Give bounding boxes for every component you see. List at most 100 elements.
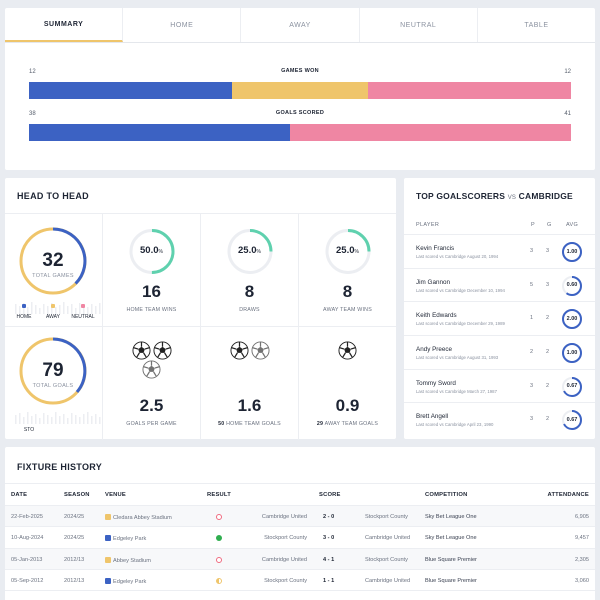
total-goals-label: TOTAL GOALS [32,383,74,389]
player-name[interactable]: Keith Edwards [416,312,457,320]
fixture-score: 1 - 1 [323,577,335,584]
fixture-venue[interactable]: Cledara Abbey Stadium [105,514,172,521]
fixture-venue-name: Abbey Stadium [113,557,151,564]
fixture-date: 05-Jan-2013 [11,556,43,563]
goalscorer-row[interactable]: Brett Angell Last scored vs Cambridge Apr… [404,402,595,436]
goals-scored-home-value: 38 [29,111,36,117]
tab-table[interactable]: TABLE [524,21,549,29]
goalscorer-row[interactable]: Jim Gannon Last scored vs Cambridge Decem… [404,267,595,302]
tab-away[interactable]: AWAY [241,8,360,42]
player-played: 3 [530,248,534,254]
player-average: 2.00 [566,315,578,322]
fixture-row[interactable]: 05-Jan-2013 2012/13 Abbey Stadium Cambridge… [5,548,595,570]
away-goals-balls [299,341,396,360]
fixture-table: DATE SEASON VENUE RESULT SCORE COMPETITI… [5,483,595,592]
tab-home[interactable]: HOME [123,8,242,42]
player-last-scored: Last scored vs Cambridge August 20, 1994 [416,254,499,259]
player-average-ring: 1.00 [561,342,583,364]
player-last-scored: Last scored vs Cambridge December 29, 19… [416,321,505,327]
fixture-score: 4 - 1 [323,556,335,563]
draws-percent-sign: % [256,249,261,255]
date-header: DATE [11,492,28,498]
goals-per-game-balls [103,341,200,379]
legend-away: AWAY [39,304,67,320]
away-wins-percent-value: 25.0 [336,245,355,256]
goals-scored-label: GOALS SCORED [275,110,325,116]
fixture-venue[interactable]: Edgeley Park [105,535,146,542]
g-column-header: G [547,222,552,228]
away-goals-label-line: 29 AWAY TEAM GOALS [299,421,396,427]
goalscorer-row[interactable]: Kevin Francis Last scored vs Cambridge Au… [404,234,595,268]
tab-summary[interactable]: SUMMARY [5,8,124,42]
fixture-competition: Blue Square Premier [425,577,477,584]
tab-neutral[interactable]: NEUTRAL [360,8,478,42]
fixture-row[interactable]: 10-Aug-2024 2024/25 Edgeley Park Stockport … [5,527,595,549]
player-average-ring: 2.00 [561,308,583,330]
player-average: 1.00 [566,349,578,356]
goalscorer-row[interactable]: Keith Edwards Last scored vs Cambridge De… [404,301,595,335]
games-won-home-value: 12 [29,69,36,75]
fixture-row[interactable]: 22-Feb-2025 2024/25 Cledara Abbey Stadium C… [5,506,595,528]
legend-away-swatch [51,304,55,308]
football-icon [229,341,249,360]
home-wins-percent: 50.0% [103,245,200,256]
fixture-attendance: 2,305 [575,556,589,563]
player-name[interactable]: Andy Preece [416,346,453,354]
away-goals-value: 0.9 [335,396,360,415]
fixture-season: 2024/25 [64,514,85,520]
draws-ring [227,229,272,274]
player-goals: 2 [546,416,550,423]
player-goals: 3 [546,248,550,254]
away-wins-value: 8 [342,282,353,301]
games-won-away-segment [367,82,571,99]
total-goals-cell: 79 TOTAL GOALS STO [5,327,103,440]
home-goals-label: HOME TEAM GOALS [226,421,281,427]
player-goals: 2 [546,382,550,389]
fixture-venue[interactable]: Abbey Stadium [105,556,151,564]
home-goals-balls [201,341,298,360]
player-name[interactable]: Kevin Francis [416,245,455,252]
goalscorers-opponent: CAMBRIDGE [518,191,573,201]
player-goals: 2 [546,349,550,356]
home-goals-value: 1.6 [237,396,262,415]
football-icon [152,341,172,360]
player-average-ring: 0.67 [561,409,583,431]
goals-sparkline [15,412,101,424]
head-to-head-title: HEAD TO HEAD [17,191,89,201]
away-goals-label: AWAY TEAM GOALS [324,421,379,427]
head-to-head-card: HEAD TO HEAD 32 TOTAL GAMES HOME AWAY NE… [5,178,396,440]
games-won-away-value: 12 [564,69,571,75]
player-name[interactable]: Tommy Sword [416,379,456,387]
fixture-home-team: Stockport County [264,535,307,542]
fixture-row[interactable]: 05-Sep-2012 2012/13 Edgeley Park Stockport … [5,570,595,592]
goalscorer-row[interactable]: Tommy Sword Last scored vs Cambridge Marc… [404,368,595,403]
games-won-label: GAMES WON [281,68,319,74]
fixture-score: 2 - 0 [323,514,335,520]
goalscorers-title: TOP GOALSCORERS VS CAMBRIDGE [416,191,573,201]
fixture-date: 22-Feb-2025 [11,514,44,520]
fixture-venue[interactable]: Edgeley Park [105,577,146,585]
away-wins-label: AWAY TEAM WINS [323,307,372,313]
competition-header: COMPETITION [425,492,468,498]
legend-neutral-label: NEUTRAL [71,314,95,320]
sto-label: STO [23,427,35,433]
result-header: RESULT [207,492,231,498]
fixture-away-team: Cambridge United [365,577,411,584]
goalscorer-row[interactable]: Andy Preece Last scored vs Cambridge Augu… [404,335,595,369]
player-name[interactable]: Brett Angell [416,413,449,421]
fixture-competition: Sky Bet League One [425,514,477,520]
player-last-scored: Last scored vs Cambridge December 10, 19… [416,287,505,293]
fixture-rows: 22-Feb-2025 2024/25 Cledara Abbey Stadium C… [5,506,595,592]
football-icon [131,341,151,360]
player-column-header: PLAYER [416,222,440,228]
home-wins-label: HOME TEAM WINS [126,307,177,313]
player-average-ring: 0.60 [561,275,583,297]
player-average: 0.67 [566,416,578,423]
fixture-season: 2012/13 [64,556,85,563]
summary-card: SUMMARY HOME AWAY NEUTRAL TABLE GAMES WO… [5,8,595,170]
player-name[interactable]: Jim Gannon [416,278,450,286]
home-goals-cell: 1.6 50 HOME TEAM GOALS [201,327,299,440]
away-wins-percent: 25.0% [299,245,396,256]
fixture-season: 2024/25 [64,535,85,542]
home-wins-cell: 50.0% 16 HOME TEAM WINS [103,214,201,327]
